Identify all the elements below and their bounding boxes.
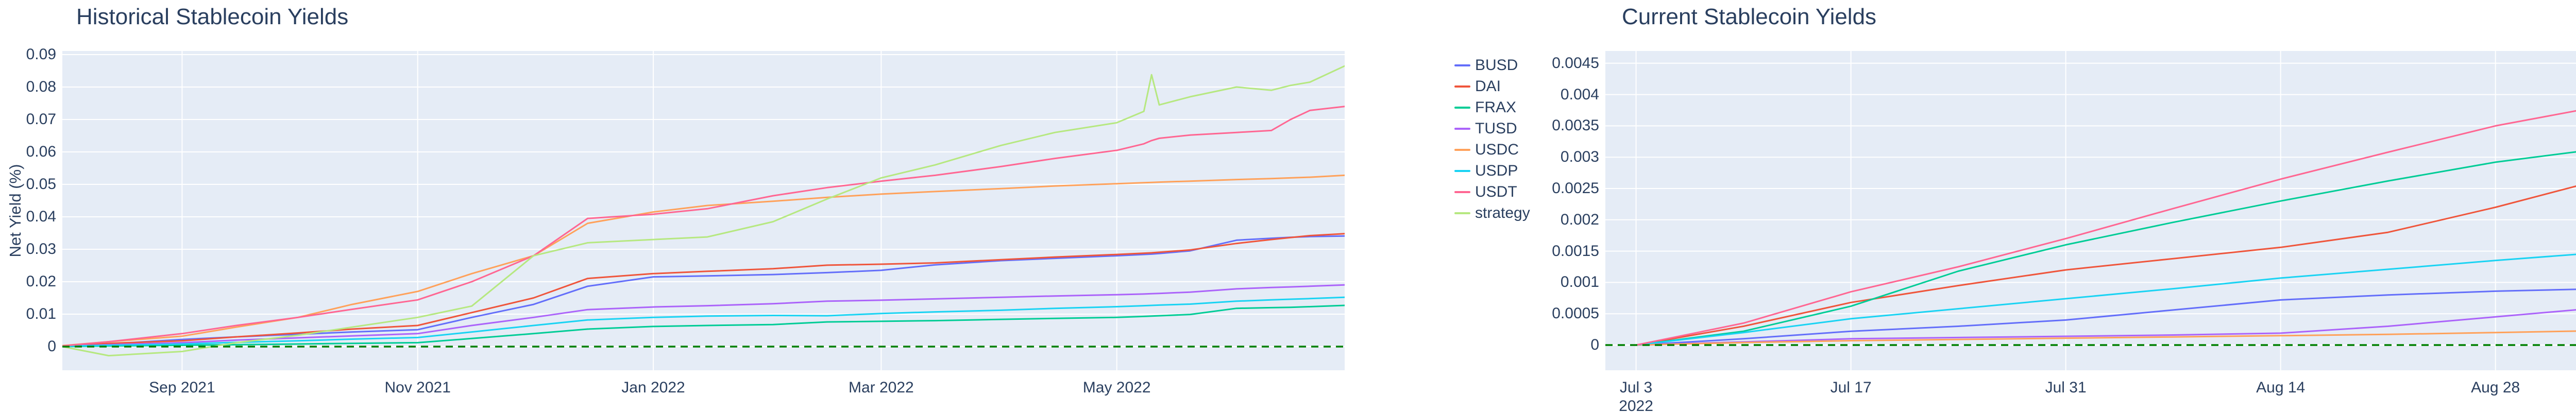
x-tick-label: Sep 2021: [149, 379, 215, 396]
y-tick-label: 0.0025: [1552, 180, 1599, 197]
series-line-usdp: [1635, 330, 2576, 346]
chart-title-current: Current Stablecoin Yields: [1622, 4, 1877, 29]
x-tick-label-year: 2022: [1619, 398, 1653, 412]
y-tick-label: 0.0035: [1552, 117, 1599, 134]
y-tick-label: 0.0045: [1552, 54, 1599, 72]
series-line-usdc: [1635, 253, 2576, 346]
legend-label: FRAX: [1475, 99, 1517, 116]
y-tick-label: 0.0015: [1552, 242, 1599, 260]
legend-swatch-dai: [1454, 85, 1470, 88]
x-tick-label: Nov 2021: [384, 379, 451, 396]
y-tick-label: 0.09: [26, 46, 56, 63]
x-tick-label: Jul 31: [2045, 379, 2087, 396]
x-tick-label: Aug 14: [2256, 379, 2306, 396]
y-tick-label: 0.05: [26, 176, 56, 193]
x-tick-label: Jan 2022: [621, 379, 685, 396]
legend-historical: BUSD DAI FRAX TUSD USDC USDP USDT strategy: [1454, 55, 1530, 224]
legend-label: strategy: [1475, 204, 1530, 221]
series-line-usdp: [62, 296, 1345, 347]
x-tick-label: Mar 2022: [848, 379, 914, 396]
series-line-usdt: [1635, 110, 2576, 346]
y-tick-label: 0.02: [26, 273, 56, 290]
y-tick-label: 0.06: [26, 143, 56, 160]
y-tick-label: 0.0005: [1552, 305, 1599, 322]
legend-label: USDT: [1475, 183, 1517, 200]
legend-item-busd[interactable]: BUSD: [1454, 55, 1530, 76]
y-tick-label: 0.01: [26, 305, 56, 322]
legend-swatch-strategy: [1454, 212, 1470, 214]
legend-label: USDP: [1475, 162, 1518, 179]
legend-label: USDC: [1475, 141, 1519, 158]
y-tick-label: 0.004: [1560, 85, 1599, 103]
series-line-dai: [1635, 185, 2576, 346]
legend-item-tusd[interactable]: TUSD: [1454, 118, 1530, 139]
y-tick-label: 0.03: [26, 241, 56, 258]
legend-swatch-usdp: [1454, 169, 1470, 172]
chart-title-historical: Historical Stablecoin Yields: [76, 4, 349, 29]
x-tick-label: Aug 28: [2471, 379, 2520, 396]
legend-swatch-tusd: [1454, 127, 1470, 130]
legend-item-usdt[interactable]: USDT: [1454, 181, 1530, 202]
legend-item-dai[interactable]: DAI: [1454, 76, 1530, 97]
legend-item-strategy[interactable]: strategy: [1454, 202, 1530, 224]
legend-label: BUSD: [1475, 57, 1518, 74]
series-line-busd: [1635, 288, 2576, 346]
y-tick-label: 0.003: [1560, 148, 1599, 166]
y-tick-label: 0.001: [1560, 273, 1599, 291]
x-tick-label: Jul 17: [1830, 379, 1872, 396]
legend-swatch-usdt: [1454, 191, 1470, 193]
legend-item-usdc[interactable]: USDC: [1454, 139, 1530, 160]
legend-swatch-frax: [1454, 106, 1470, 109]
y-tick-label: 0.04: [26, 208, 56, 225]
series-line-frax: [1635, 151, 2576, 346]
y-tick-label: 0.002: [1560, 211, 1599, 228]
y-tick-label: 0.08: [26, 78, 56, 95]
series-line-tusd: [1635, 309, 2576, 346]
plot-area-historical[interactable]: [62, 51, 1345, 370]
x-tick-label: May 2022: [1082, 379, 1151, 396]
series-line-tusd: [62, 284, 1345, 347]
series-line-strategy: [62, 65, 1345, 357]
plot-area-current[interactable]: [1605, 51, 2576, 370]
x-tick-label: Jul 3: [1619, 379, 1653, 396]
legend-swatch-busd: [1454, 64, 1470, 66]
series-line-frax: [62, 304, 1345, 348]
legend-label: DAI: [1475, 78, 1501, 95]
y-tick-label: 0: [47, 338, 56, 355]
legend-swatch-usdc: [1454, 148, 1470, 151]
series-line-busd: [62, 235, 1345, 347]
series-line-usdc: [62, 174, 1345, 347]
legend-item-usdp[interactable]: USDP: [1454, 160, 1530, 181]
y-tick-label: 0.07: [26, 111, 56, 128]
legend-label: TUSD: [1475, 120, 1517, 137]
legend-item-frax[interactable]: FRAX: [1454, 97, 1530, 118]
y-tick-label: 0: [1590, 336, 1599, 353]
series-line-usdt: [62, 106, 1345, 347]
